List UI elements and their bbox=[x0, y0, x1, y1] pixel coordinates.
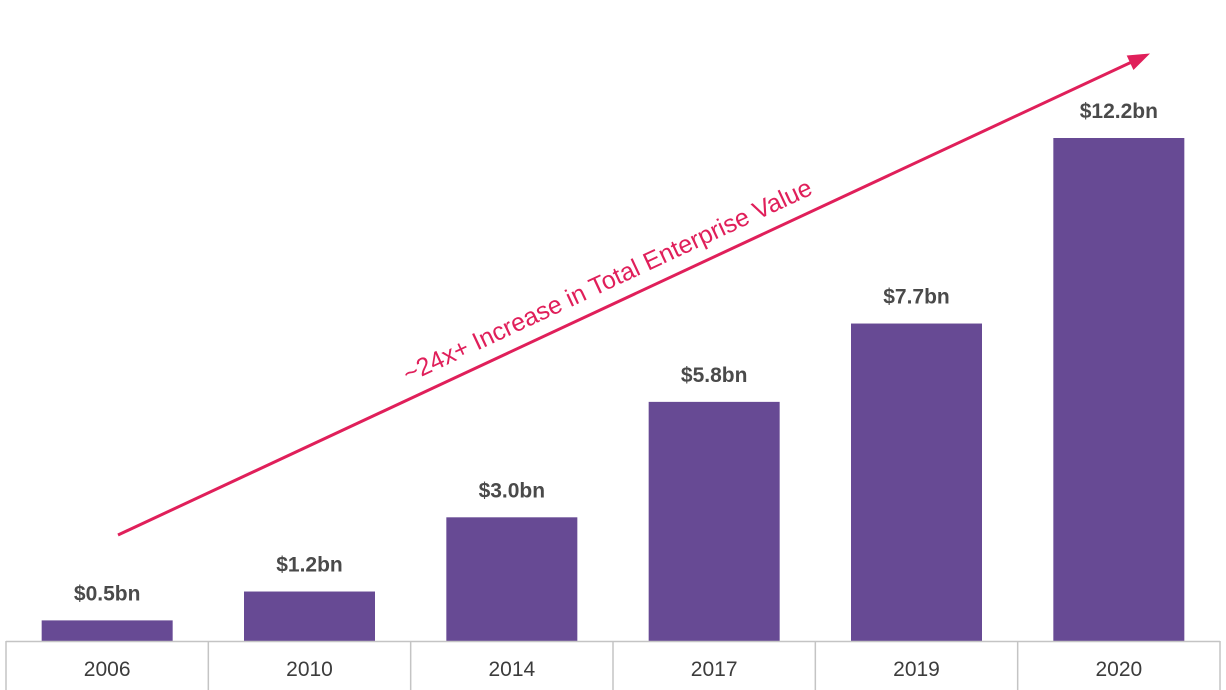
x-tick-label-2020: 2020 bbox=[1095, 658, 1142, 681]
x-tick-label-2010: 2010 bbox=[286, 658, 333, 681]
x-tick-label-2006: 2006 bbox=[84, 658, 131, 681]
bar-2006 bbox=[41, 620, 173, 641]
annotation-group: ~24x+ Increase in Total Enterprise Value bbox=[117, 53, 1150, 537]
value-label-2010: $1.2bn bbox=[276, 554, 343, 577]
value-label-2014: $3.0bn bbox=[479, 479, 546, 502]
value-label-2017: $5.8bn bbox=[681, 364, 748, 387]
x-tick-label-2014: 2014 bbox=[488, 658, 535, 681]
value-label-2020: $12.2bn bbox=[1080, 100, 1158, 123]
arrow-head-icon bbox=[1126, 53, 1150, 71]
value-labels-group: $0.5bn $1.2bn $3.0bn $5.8bn $7.7bn $12.2bn bbox=[74, 100, 1158, 605]
x-tick-label-2019: 2019 bbox=[893, 658, 940, 681]
bar-2019 bbox=[851, 323, 982, 641]
bar-2020 bbox=[1053, 138, 1185, 641]
annotation-text: ~24x+ Increase in Total Enterprise Value bbox=[399, 174, 817, 389]
value-label-2019: $7.7bn bbox=[883, 286, 950, 309]
x-tick-labels-group: 2006 2010 2014 2017 2019 2020 bbox=[84, 658, 1142, 681]
bar-2014 bbox=[446, 517, 578, 641]
bar-2010 bbox=[244, 591, 375, 641]
value-label-2006: $0.5bn bbox=[74, 582, 141, 605]
x-tick-label-2017: 2017 bbox=[691, 658, 738, 681]
bar-2017 bbox=[648, 401, 780, 641]
growth-arrow bbox=[117, 58, 1137, 537]
bars-group bbox=[41, 138, 1185, 641]
x-axis bbox=[5, 640, 1221, 690]
